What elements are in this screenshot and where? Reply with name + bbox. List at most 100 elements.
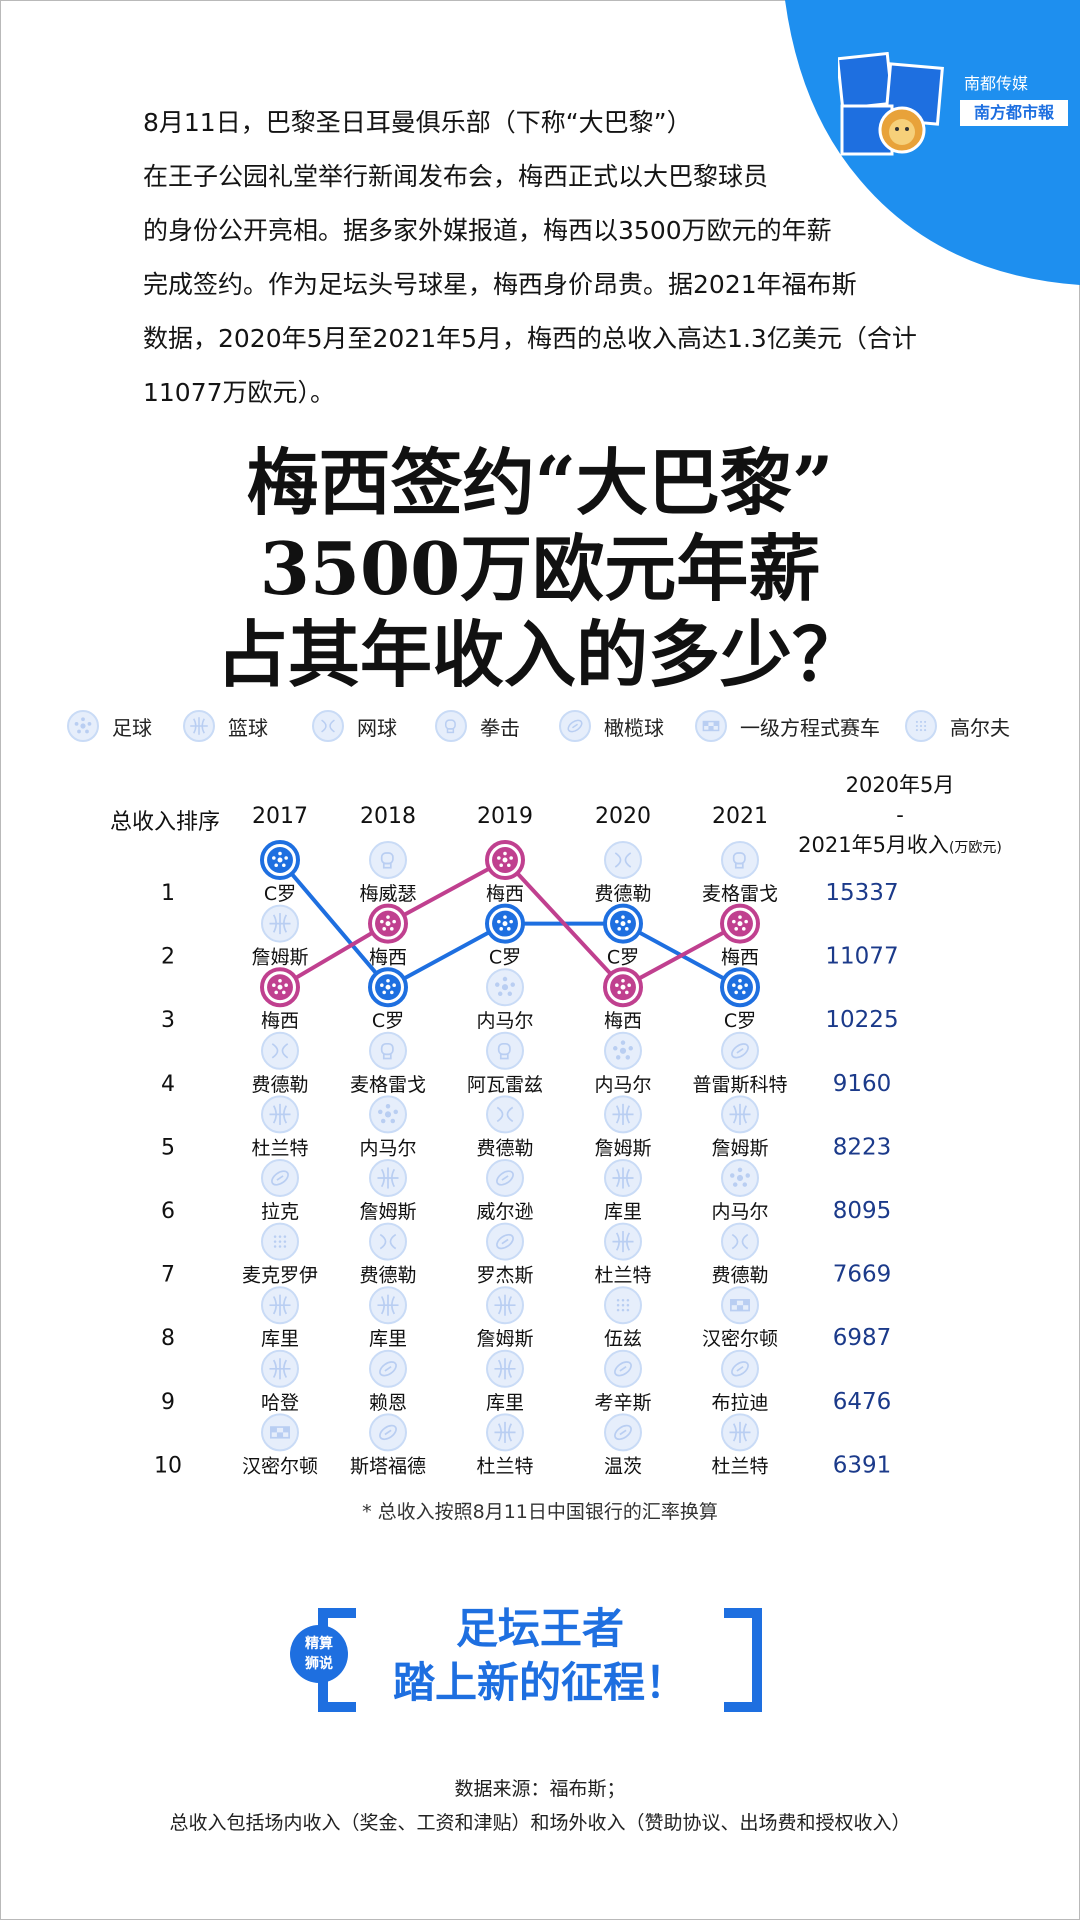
income-value: 6391 [833, 1452, 892, 1478]
boxing-icon [435, 710, 467, 742]
soccer-icon [260, 967, 300, 1008]
slogan: 足坛王者 踏上新的征程！ [392, 1604, 687, 1707]
basketball-icon [486, 1413, 524, 1452]
rank-label: 5 [161, 1135, 175, 1160]
athlete-name: 梅西 [486, 883, 524, 905]
income-value: 8223 [833, 1134, 892, 1160]
athlete-name: 麦格雷戈 [350, 1074, 426, 1096]
income-value: 9160 [833, 1071, 892, 1097]
soccer-icon [260, 840, 300, 880]
rank-label: 9 [161, 1390, 175, 1415]
athlete-name: 威尔逊 [476, 1201, 533, 1223]
athlete-name: 杜兰特 [594, 1265, 651, 1287]
intro-line: 在王子公园礼堂举行新闻发布会，梅西正式以大巴黎球员 [143, 162, 769, 191]
basketball-icon [486, 1286, 524, 1325]
intro-line: 完成签约。作为足坛头号球星，梅西身价昂贵。据2021年福布斯 [143, 270, 857, 299]
athlete-name: 费德勒 [594, 883, 651, 905]
soccer-icon [485, 840, 525, 880]
exchange-rate-note: * 总收入按照8月11日中国银行的汇率换算 [362, 1501, 718, 1523]
athlete-name: 库里 [369, 1328, 407, 1350]
athlete-name: 费德勒 [359, 1265, 416, 1287]
soccer-icon [604, 1031, 642, 1070]
rank-label: 7 [161, 1263, 175, 1288]
f1-icon [261, 1413, 299, 1452]
athlete-name: 梅西 [261, 1010, 299, 1032]
boxing-icon [435, 710, 467, 742]
basketball-icon [261, 1095, 299, 1134]
year-header: 2021 [712, 804, 768, 829]
athlete-name: 哈登 [261, 1392, 299, 1414]
athlete-name: C罗 [264, 883, 296, 905]
tennis-icon [486, 1095, 524, 1134]
rank-header: 总收入排序 [109, 810, 220, 835]
athlete-name: 斯塔福德 [350, 1455, 426, 1477]
athlete-name: 詹姆斯 [251, 947, 308, 969]
athlete-name: 费德勒 [711, 1265, 768, 1287]
legend-item-boxing: 拳击 [434, 704, 520, 748]
athlete-name: 拉克 [261, 1201, 299, 1223]
basketball-icon [261, 1286, 299, 1325]
athlete-name: 内马尔 [359, 1137, 416, 1159]
football-icon [721, 1349, 759, 1388]
basketball-icon [721, 1095, 759, 1134]
athlete-name: 汉密尔顿 [242, 1455, 318, 1477]
year-header: 2018 [360, 804, 416, 829]
athlete-name: 库里 [604, 1201, 642, 1223]
media-brand: 南都传媒 [964, 74, 1029, 93]
year-header: 2019 [477, 804, 533, 829]
football-icon [261, 1159, 299, 1197]
athlete-name: 内马尔 [476, 1010, 533, 1032]
rank-label: 10 [154, 1453, 182, 1478]
headline-line-3: 占其年收入的多少？ [215, 612, 864, 697]
athlete-name: 詹姆斯 [594, 1137, 651, 1159]
athlete-name: 杜兰特 [711, 1455, 768, 1477]
income-value: 6987 [833, 1325, 892, 1351]
f1-icon [695, 710, 727, 742]
athlete-name: 考辛斯 [594, 1392, 651, 1414]
rank-label: 4 [161, 1072, 175, 1097]
athlete-name: C罗 [372, 1010, 404, 1032]
boxing-icon [486, 1031, 524, 1070]
intro-line: 数据，2020年5月至2021年5月，梅西的总收入高达1.3亿美元（合计 [143, 324, 917, 353]
f1-icon [721, 1286, 759, 1325]
soccer-icon [67, 710, 99, 742]
legend-item-f1: 一级方程式赛车 [694, 704, 880, 748]
basketball-icon [604, 1222, 642, 1261]
intro-paragraph: 8月11日，巴黎圣日耳曼俱乐部（下称“大巴黎”） 在王子公园礼堂举行新闻发布会，… [143, 96, 1013, 420]
legend-item-basketball: 篮球 [182, 704, 268, 748]
athlete-name: 麦克罗伊 [242, 1265, 318, 1287]
football-icon [604, 1413, 642, 1452]
intro-line: 的身份公开亮相。据多家外媒报道，梅西以3500万欧元的年薪 [143, 216, 832, 245]
income-header: 2020年5月 - 2021年5月收入(万欧元) [798, 773, 1002, 857]
sport-legend: 足球 篮球 网球 拳击 橄榄球 一级方程式赛车 高尔夫 [66, 704, 1026, 748]
soccer-icon [720, 967, 760, 1008]
f1-icon [695, 710, 727, 742]
athlete-name: 内马尔 [594, 1074, 651, 1096]
rank-label: 6 [161, 1199, 175, 1224]
legend-item-football: 橄榄球 [558, 704, 664, 748]
basketball-icon [721, 1413, 759, 1452]
soccer-icon [67, 710, 99, 742]
athlete-name: 詹姆斯 [359, 1201, 416, 1223]
boxing-icon [721, 841, 759, 879]
athlete-name: C罗 [607, 947, 639, 969]
rank-label: 1 [161, 881, 175, 906]
year-header: 2017 [252, 804, 308, 829]
income-value: 7669 [833, 1262, 892, 1288]
right-bracket [724, 1608, 762, 1712]
athlete-name: 梅西 [369, 947, 407, 969]
athlete-name: C罗 [489, 947, 521, 969]
athlete-name: 伍兹 [604, 1328, 642, 1350]
newspaper-brand: 南方都市報 [960, 100, 1068, 126]
tennis-icon [261, 1031, 299, 1070]
headline-line-2: 3500万欧元年薪 [259, 526, 821, 611]
jingsuanshi-logo [835, 51, 946, 160]
athlete-name: 普雷斯科特 [692, 1074, 787, 1096]
golf-icon [604, 1286, 642, 1325]
athlete-name: 梅威瑟 [359, 883, 416, 905]
income-value: 15337 [825, 880, 898, 906]
football-icon [369, 1413, 407, 1452]
football-icon [486, 1159, 524, 1197]
income-value: 11077 [825, 944, 898, 970]
